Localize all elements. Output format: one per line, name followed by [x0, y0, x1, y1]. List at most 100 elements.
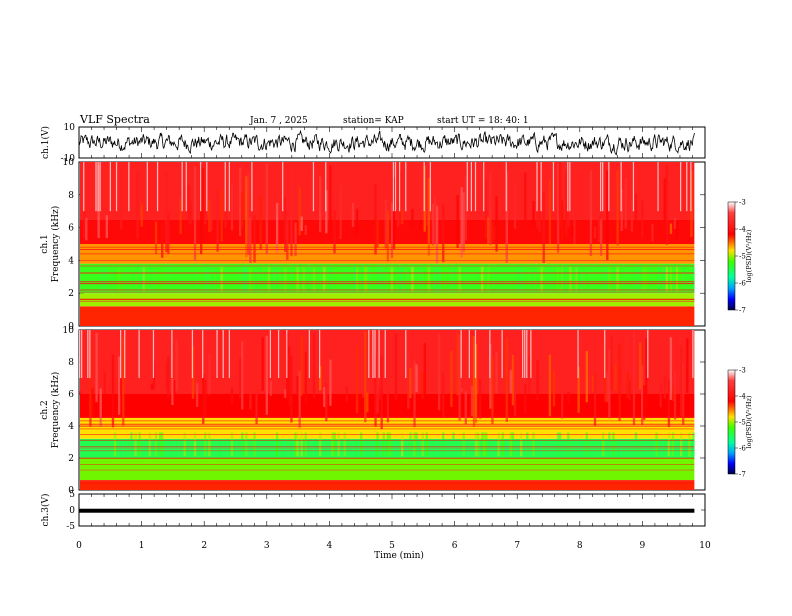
spectrum-streak: [501, 432, 504, 457]
spectrum-streak: [376, 432, 379, 457]
spectrum-streak: [376, 219, 379, 248]
spectrum-streak: [505, 162, 507, 212]
spectrum-streak: [669, 266, 673, 292]
spectrum-streak: [513, 339, 517, 416]
spectrum-streak: [222, 330, 224, 378]
spectrum-streak: [409, 432, 412, 457]
spectrum-streak: [296, 376, 299, 394]
ch3-signal-band: [79, 508, 695, 513]
spectrum-streak: [329, 359, 332, 406]
spectrum-streak: [181, 162, 183, 212]
spectrum-streak: [294, 266, 297, 292]
spectrum-streak: [450, 350, 453, 407]
spectrum-streak: [663, 266, 666, 292]
spectrum-streak: [128, 162, 130, 212]
colorbar-tick-label: -3: [739, 199, 746, 207]
spectrum-streak: [665, 266, 668, 292]
spectrum-streak: [220, 266, 223, 292]
spectrum-streak: [220, 190, 223, 242]
spectrum-streak: [528, 355, 531, 395]
spectrum-streak: [386, 432, 390, 457]
spectrum-streak: [265, 163, 269, 254]
spectrum-streak: [616, 266, 619, 292]
spectrum-streak: [345, 386, 349, 403]
spectrum-streak: [425, 432, 429, 457]
x-tick-label: 2: [201, 541, 207, 551]
spectrum-streak: [509, 370, 513, 394]
spectrum-streak: [608, 349, 611, 419]
spectrum-streak: [275, 202, 279, 253]
spectrum-streak: [325, 383, 328, 422]
spectrum-streak: [679, 162, 682, 212]
spectrum-streak: [468, 330, 470, 378]
spectrum-streak: [610, 335, 613, 391]
y-tick-label: 0: [68, 486, 74, 496]
spectrum-streak: [647, 330, 649, 378]
spectrum-streak: [249, 266, 252, 292]
y-axis-label: Frequency (kHz): [50, 206, 61, 283]
spectrum-streak: [634, 266, 638, 292]
spectrum-streak: [585, 432, 588, 457]
spectrum-streak: [117, 356, 121, 415]
x-tick-label: 1: [139, 541, 145, 551]
spectrum-streak: [425, 164, 429, 226]
spectrum-streak: [394, 333, 398, 400]
spectrum-streak: [632, 162, 635, 212]
spectrum-streak: [567, 392, 570, 404]
spectrum-streak: [485, 180, 488, 239]
spectrum-streak: [511, 432, 515, 457]
x-tick-label: 0: [76, 541, 82, 551]
spectrum-streak: [429, 162, 431, 212]
spectrum-streak: [526, 330, 528, 378]
spectrum-streak: [378, 266, 381, 292]
spectrum-streak: [230, 387, 234, 405]
spectrum-streak: [249, 218, 252, 264]
colorbar-tick-label: -3: [739, 367, 746, 375]
spectrum-streak: [120, 330, 122, 378]
spectrum-streak: [661, 266, 664, 292]
spectrum-streak: [600, 162, 602, 212]
spectrum-streak: [665, 165, 668, 245]
spectrum-streak: [458, 334, 461, 421]
spectrum-streak: [675, 266, 679, 292]
spectrum-streak: [165, 171, 168, 252]
spectrum-streak: [386, 211, 390, 262]
colorbar-tick-label: -4: [739, 393, 746, 401]
spectrum-streak: [415, 432, 418, 457]
spectrum-streak: [216, 330, 218, 378]
spectrum-streak: [300, 432, 303, 457]
spectrum-streak: [442, 373, 445, 418]
spectrum-streak: [275, 432, 279, 457]
spectrum-streak: [431, 203, 435, 246]
y-tick-label: 6: [68, 224, 74, 234]
spectrum-streak: [140, 203, 143, 227]
spectrum-streak: [208, 432, 211, 457]
spectrum-streak: [419, 219, 422, 230]
spectrum-streak: [120, 167, 123, 230]
spectrum-streak: [476, 266, 480, 292]
spectrum-streak: [173, 379, 176, 404]
spectrum-streak: [208, 199, 211, 233]
spectrum-streak: [216, 266, 219, 292]
spectrum-streak: [433, 197, 437, 244]
spectrum-streak: [158, 432, 162, 457]
spectrum-streak: [339, 185, 342, 239]
spectrum-streak: [378, 388, 381, 400]
spectrum-streak: [487, 266, 490, 292]
y-tick-label: 10: [63, 158, 75, 168]
spectrum-streak: [569, 162, 571, 212]
y-tick-label: 4: [68, 422, 74, 432]
spectrum-streak: [612, 432, 615, 457]
spectrum-streak: [187, 184, 191, 225]
spectrum-streak: [167, 356, 170, 398]
y-tick-label: 10: [64, 123, 76, 133]
spectrum-streak: [191, 330, 194, 378]
spectrum-streak: [148, 432, 152, 457]
spectrum-streak: [204, 211, 207, 225]
spectrum-streak: [93, 383, 96, 391]
spectrum-streak: [228, 162, 230, 212]
spectrum-streak: [249, 387, 252, 410]
spectrum-streak: [641, 365, 644, 425]
spectrum-streak: [265, 335, 269, 415]
